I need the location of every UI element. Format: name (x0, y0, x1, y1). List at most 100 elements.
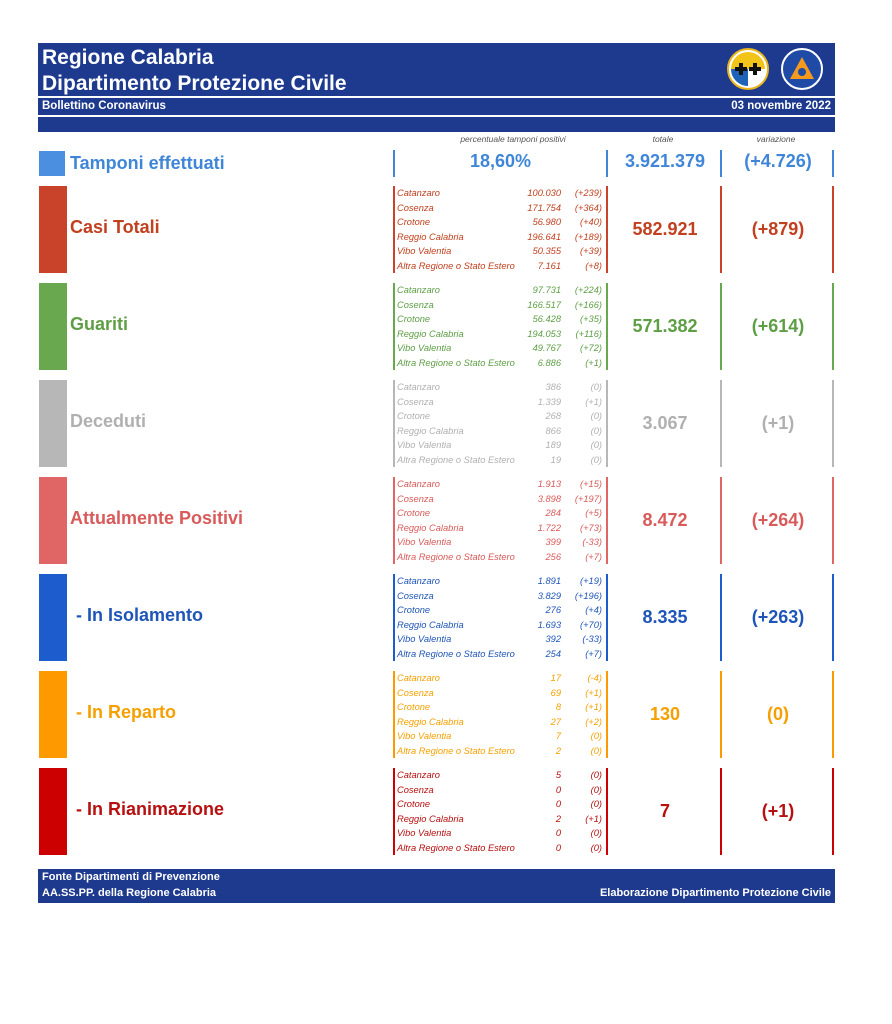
province-name: Vibo Valentia (397, 634, 452, 644)
province-name: Crotone (397, 702, 431, 712)
province-value: 56.980 (532, 217, 561, 227)
province-name: Cosenza (397, 202, 434, 213)
category-row: Deceduti Catanzaro 386 (0) Cosenza 1.339 (+1) C… (38, 380, 835, 469)
province-name: Catanzaro (397, 479, 440, 489)
province-name: Cosenza (397, 493, 434, 504)
province-value: 7.161 (537, 260, 561, 271)
category-rows: Casi Totali Catanzaro 100.030 (+239) Cosenza… (38, 186, 835, 857)
province-row: Reggio Calabria 2 (+1) (397, 812, 605, 827)
category-row: Attualmente Positivi Catanzaro 1.913 (+15) C… (38, 477, 835, 566)
province-name: Catanzaro (397, 673, 440, 683)
province-value: 0 (555, 799, 561, 809)
province-value: 17 (550, 673, 561, 683)
category-row: - In Isolamento Catanzaro 1.891 (+19) Cosenz… (38, 574, 835, 663)
province-row: Reggio Calabria 866 (0) (397, 424, 605, 439)
province-row: Catanzaro 100.030 (+239) (397, 186, 605, 201)
province-delta: (+1) (585, 702, 602, 712)
province-delta: (+197) (574, 493, 602, 504)
province-row: Catanzaro 1.891 (+19) (397, 574, 605, 589)
province-delta: (0) (590, 731, 602, 741)
province-row: Cosenza 166.517 (+166) (397, 298, 605, 313)
province-name: Cosenza (397, 396, 434, 407)
province-delta: (+7) (585, 551, 602, 562)
province-name: Cosenza (397, 590, 434, 601)
province-delta: (+1) (585, 357, 602, 368)
province-delta: (-33) (582, 537, 602, 547)
province-row: Cosenza 171.754 (+364) (397, 201, 605, 216)
province-name: Altra Regione o Stato Estero (397, 648, 515, 659)
province-row: Cosenza 3.829 (+196) (397, 589, 605, 604)
province-delta: (+70) (580, 619, 602, 630)
province-value: 256 (545, 551, 561, 562)
category-label: - In Rianimazione (76, 799, 225, 819)
tamponi-variation: (+4.726) (744, 151, 812, 171)
province-name: Altra Regione o Stato Estero (397, 454, 515, 465)
province-value: 8 (555, 702, 561, 712)
province-name: Vibo Valentia (397, 246, 452, 256)
province-value: 1.722 (537, 522, 561, 533)
province-row: Altra Regione o Stato Estero 19 (0) (397, 453, 605, 468)
province-value: 866 (545, 425, 561, 436)
tamponi-label: Tamponi effettuati (70, 153, 225, 173)
province-name: Vibo Valentia (397, 731, 452, 741)
province-delta: (+1) (585, 396, 602, 407)
province-delta: (+19) (580, 576, 602, 586)
header-title-line2: Dipartimento Protezione Civile (42, 72, 347, 95)
category-variation: (+1) (761, 801, 795, 821)
category-color-block (39, 477, 67, 564)
province-delta: (0) (590, 770, 602, 780)
province-name: Crotone (397, 411, 431, 421)
category-color-block (39, 380, 67, 467)
province-row: Vibo Valentia 0 (0) (397, 826, 605, 841)
province-row: Cosenza 3.898 (+197) (397, 492, 605, 507)
province-value: 0 (555, 828, 561, 838)
province-value: 254 (545, 648, 561, 659)
category-row: Guariti Catanzaro 97.731 (+224) Cosenza 166.5… (38, 283, 835, 372)
category-total: 7 (659, 801, 670, 821)
province-list: Catanzaro 386 (0) Cosenza 1.339 (+1) Crotone 26… (397, 380, 605, 467)
province-value: 0 (555, 784, 561, 795)
province-delta: (+364) (574, 202, 602, 213)
province-list: Catanzaro 1.913 (+15) Cosenza 3.898 (+197) Cro… (397, 477, 605, 564)
province-delta: (+1) (585, 813, 602, 824)
header-title-line1: Regione Calabria (42, 46, 214, 69)
province-row: Crotone 0 (0) (397, 797, 605, 812)
province-value: 100.030 (527, 188, 561, 198)
province-delta: (+5) (585, 508, 602, 518)
province-delta: (0) (590, 454, 602, 465)
province-value: 69 (550, 687, 561, 698)
province-row: Cosenza 69 (+1) (397, 686, 605, 701)
province-value: 2 (555, 813, 561, 824)
province-value: 7 (555, 731, 561, 741)
province-name: Crotone (397, 508, 431, 518)
province-delta: (0) (590, 745, 602, 756)
province-row: Crotone 276 (+4) (397, 603, 605, 618)
province-delta: (+239) (574, 188, 602, 198)
protezione-civile-logo-icon (781, 48, 823, 90)
province-row: Reggio Calabria 27 (+2) (397, 715, 605, 730)
footer-source-line2: AA.SS.PP. della Regione Calabria (42, 887, 217, 899)
province-row: Catanzaro 386 (0) (397, 380, 605, 395)
province-row: Altra Regione o Stato Estero 254 (+7) (397, 647, 605, 662)
province-row: Reggio Calabria 194.053 (+116) (397, 327, 605, 342)
category-color-block (39, 186, 67, 273)
province-delta: (+7) (585, 648, 602, 659)
province-value: 97.731 (532, 285, 561, 295)
province-delta: (+40) (580, 217, 602, 227)
province-name: Reggio Calabria (397, 231, 464, 242)
province-delta: (0) (590, 411, 602, 421)
variation-column-header: variazione (756, 134, 796, 144)
province-delta: (0) (590, 842, 602, 853)
tamponi-color-square (39, 151, 65, 176)
province-name: Vibo Valentia (397, 440, 452, 450)
province-value: 268 (545, 411, 561, 421)
province-delta: (-33) (582, 634, 602, 644)
province-row: Cosenza 1.339 (+1) (397, 395, 605, 410)
province-delta: (0) (590, 799, 602, 809)
province-name: Cosenza (397, 299, 434, 310)
province-delta: (0) (590, 828, 602, 838)
footer-elaboration: Elaborazione Dipartimento Protezione Civ… (599, 887, 831, 899)
province-name: Altra Regione o Stato Estero (397, 357, 515, 368)
province-name: Vibo Valentia (397, 343, 452, 353)
province-name: Cosenza (397, 784, 434, 795)
